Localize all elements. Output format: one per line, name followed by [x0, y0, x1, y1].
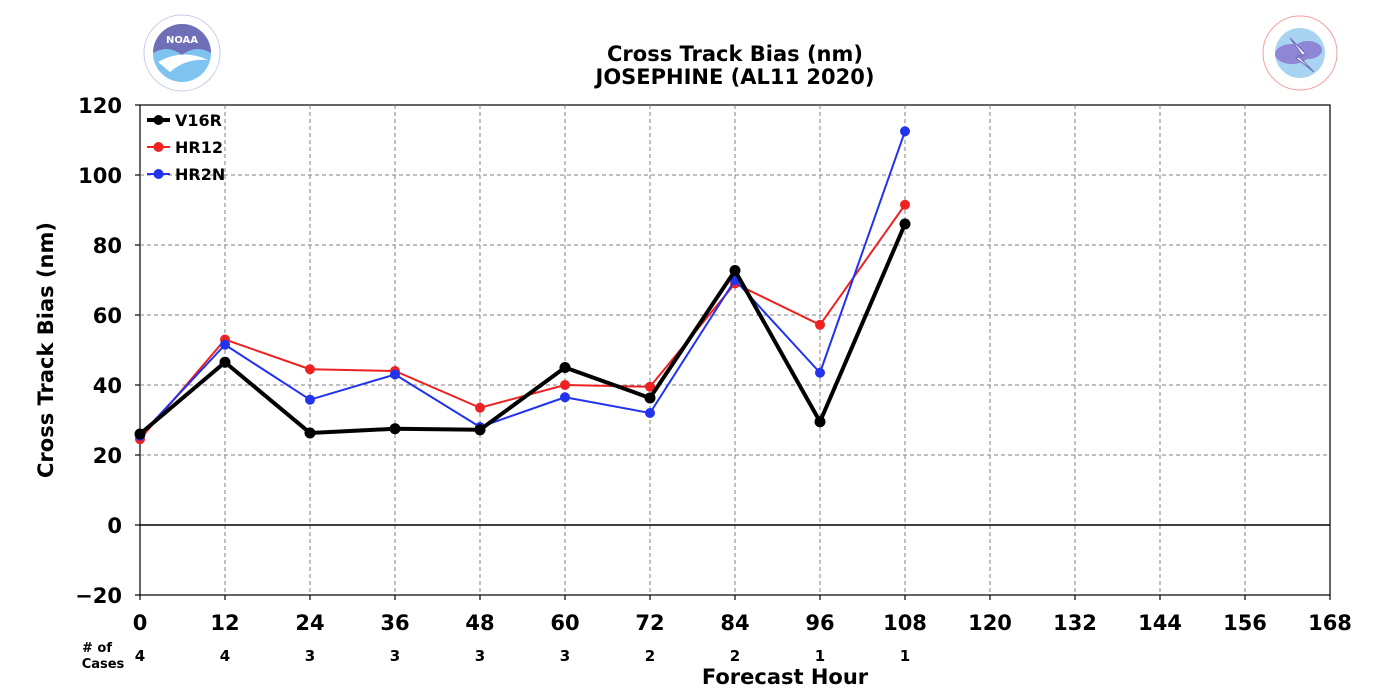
x-tick-label: 36 — [380, 611, 409, 635]
grid — [140, 105, 1330, 595]
y-tick-label: 0 — [107, 514, 122, 538]
data-point-hr12 — [305, 364, 315, 375]
x-tick-label: 84 — [720, 611, 749, 635]
data-point-hr12 — [645, 381, 655, 392]
data-point-hr2n — [560, 392, 570, 403]
legend-swatch-marker — [153, 115, 164, 125]
data-point-v16r — [304, 427, 316, 439]
x-tick-label: 108 — [883, 611, 927, 635]
legend-item-hr12: HR12 — [147, 138, 223, 157]
x-tick-label: 96 — [805, 611, 834, 635]
data-point-v16r — [474, 424, 486, 436]
plot-area: 0 12 24 36 48 60 72 84 96 108 120 132 144 156 168 −20 0 2… — [75, 94, 1352, 635]
case-count: 4 — [135, 647, 145, 665]
series-line-hr12 — [139, 204, 906, 440]
cases-header-line-2: Cases — [82, 657, 125, 672]
data-point-hr12 — [560, 380, 570, 390]
x-tick-label: 120 — [968, 611, 1012, 635]
data-point-v16r — [899, 218, 911, 230]
y-tick-label: 20 — [93, 444, 122, 468]
case-count: 1 — [900, 647, 910, 665]
y-tick-label: 80 — [93, 234, 122, 258]
series-line-v16r — [138, 223, 907, 436]
axes: 0 12 24 36 48 60 72 84 96 108 120 132 144 156 168 −20 0 2… — [75, 94, 1352, 635]
x-tick-label: 12 — [210, 611, 239, 635]
legend-item-hr2n: HR2N — [147, 165, 225, 184]
data-point-hr2n — [645, 408, 655, 418]
x-tick-label: 144 — [1138, 611, 1182, 635]
legend-item-v16r: V16R — [147, 111, 222, 130]
series-line-hr2n — [139, 130, 906, 437]
y-tick-label: 40 — [93, 374, 122, 398]
case-count: 3 — [390, 647, 400, 665]
cases-header-line-1: # of — [82, 641, 112, 656]
x-tick-label: 132 — [1053, 611, 1097, 635]
data-point-hr2n — [390, 369, 400, 380]
data-point-hr2n — [815, 367, 825, 378]
data-point-hr2n — [900, 126, 910, 137]
case-count: 2 — [645, 647, 655, 665]
series-hr2n — [135, 126, 910, 441]
legend: V16R HR12 HR2N — [147, 111, 225, 184]
data-point-hr2n — [220, 339, 230, 350]
data-point-hr12 — [900, 199, 910, 210]
y-tick-label: −20 — [75, 584, 122, 608]
data-point-v16r — [814, 416, 826, 428]
nws-logo — [1262, 15, 1338, 91]
data-point-v16r — [729, 265, 741, 277]
data-point-v16r — [134, 428, 146, 440]
noaa-logo: NOAA — [143, 14, 221, 92]
x-tick-label: 72 — [635, 611, 664, 635]
data-point-hr2n — [305, 394, 315, 405]
x-tick-label: 156 — [1223, 611, 1267, 635]
data-point-hr12 — [815, 319, 825, 330]
data-point-v16r — [219, 356, 231, 368]
legend-label: HR2N — [175, 165, 225, 184]
case-count: 3 — [475, 647, 485, 665]
data-point-v16r — [389, 423, 401, 435]
chart-title-line-2: JOSEPHINE (AL11 2020) — [594, 65, 875, 89]
y-axis-title: Cross Track Bias (nm) — [34, 222, 58, 478]
case-count: 2 — [730, 647, 740, 665]
series-layer — [134, 126, 911, 445]
x-axis-title: Forecast Hour — [702, 665, 869, 689]
x-tick-label: 168 — [1308, 611, 1352, 635]
data-point-hr12 — [475, 402, 485, 413]
chart-title-line-1: Cross Track Bias (nm) — [607, 42, 863, 66]
x-tick-label: 48 — [465, 611, 494, 635]
legend-swatch-marker — [153, 142, 164, 152]
case-count: 3 — [560, 647, 570, 665]
y-tick-label: 60 — [93, 304, 122, 328]
x-tick-label: 0 — [133, 611, 148, 635]
x-tick-label: 24 — [295, 611, 324, 635]
case-count: 3 — [305, 647, 315, 665]
case-count: 1 — [815, 647, 825, 665]
y-tick-label: 100 — [78, 164, 122, 188]
legend-label: V16R — [175, 111, 222, 130]
legend-swatch-marker — [153, 169, 164, 179]
legend-label: HR12 — [175, 138, 223, 157]
data-point-v16r — [644, 392, 656, 404]
x-tick-label: 60 — [550, 611, 579, 635]
noaa-logo-text: NOAA — [166, 35, 198, 46]
case-count: 4 — [220, 647, 230, 665]
y-tick-label: 120 — [78, 94, 122, 118]
cases-row: 4 4 3 3 3 3 2 2 1 1 — [135, 647, 910, 665]
data-point-v16r — [559, 362, 571, 373]
series-v16r — [134, 218, 911, 440]
series-hr12 — [135, 199, 910, 445]
